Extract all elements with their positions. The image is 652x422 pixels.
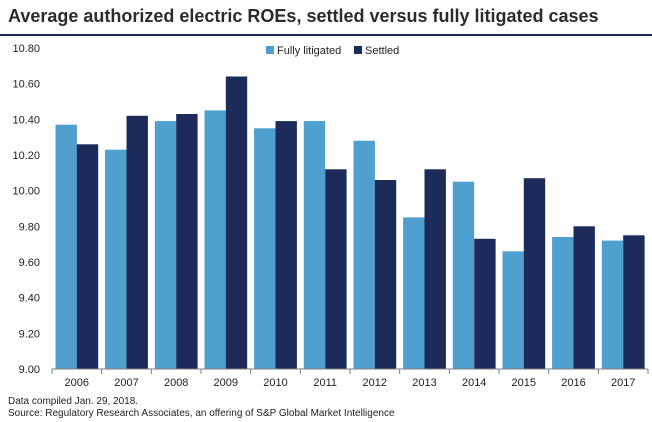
y-tick-label: 10.80	[12, 43, 40, 55]
bar-settled-2008	[176, 114, 198, 369]
y-tick-label: 9.00	[19, 364, 40, 376]
bar-fully-litigated-2014	[452, 181, 475, 369]
bar-settled-2010	[275, 121, 297, 369]
data-compiled-note: Data compiled Jan. 29, 2018.	[8, 396, 139, 407]
x-tick-label: 2015	[512, 377, 536, 389]
y-tick-label: 10.20	[12, 150, 40, 162]
y-tick-label: 10.00	[12, 186, 40, 198]
bar-settled-2011	[325, 169, 347, 369]
x-tick-label: 2013	[412, 377, 436, 389]
y-axis: 9.00 9.20 9.40 9.60 9.80 10.00 10.20 10.40 10.60…	[12, 43, 40, 376]
bar-settled-2013	[424, 169, 446, 369]
x-tick-label: 2016	[561, 377, 585, 389]
x-tick-label: 2008	[164, 377, 188, 389]
chart-title: Average authorized electric ROEs, settle…	[8, 6, 599, 26]
legend-swatch-fully-litigated	[266, 46, 274, 54]
x-tick-label: 2010	[263, 377, 287, 389]
y-tick-label: 10.60	[12, 79, 40, 91]
bar-fully-litigated-2017	[601, 240, 624, 369]
y-tick-label: 10.40	[12, 114, 40, 126]
bar-fully-litigated-2010	[254, 128, 276, 369]
bar-fully-litigated-2006	[55, 124, 77, 369]
x-tick-label: 2012	[363, 377, 387, 389]
y-tick-label: 9.20	[19, 328, 40, 340]
x-tick-label: 2006	[65, 377, 89, 389]
x-tick-label: 2007	[114, 377, 138, 389]
x-tick-label: 2017	[611, 377, 635, 389]
bar-fully-litigated-2007	[105, 149, 127, 369]
bar-settled-2012	[374, 180, 397, 369]
bar-fully-litigated-2013	[403, 217, 425, 369]
y-tick-label: 9.40	[19, 293, 40, 305]
x-axis: 2006 2007 2008 2009 2010 2011 2012 2013 2014 2015…	[51, 369, 649, 389]
y-tick-label: 9.60	[19, 257, 40, 269]
bar-settled-2009	[225, 76, 248, 369]
bar-settled-2014	[474, 238, 496, 369]
bar-fully-litigated-2008	[154, 121, 177, 369]
bar-fully-litigated-2016	[552, 237, 574, 369]
title-divider	[0, 34, 652, 36]
x-tick-label: 2011	[313, 377, 337, 389]
legend: Fully litigated Settled	[266, 45, 399, 57]
bar-settled-2015	[523, 178, 546, 369]
legend-label-fully-litigated: Fully litigated	[277, 45, 341, 57]
bar-fully-litigated-2015	[502, 251, 524, 369]
x-tick-label: 2014	[462, 377, 486, 389]
x-tick-label: 2009	[214, 377, 238, 389]
bar-settled-2007	[126, 115, 148, 369]
legend-label-settled: Settled	[365, 45, 399, 57]
bar-fully-litigated-2012	[353, 140, 375, 369]
bar-settled-2017	[623, 235, 645, 369]
source-note: Source: Regulatory Research Associates, …	[8, 408, 395, 419]
bars	[55, 76, 645, 370]
bar-fully-litigated-2009	[204, 110, 226, 370]
y-tick-label: 9.80	[19, 221, 40, 233]
legend-swatch-settled	[354, 46, 362, 54]
bar-fully-litigated-2011	[303, 121, 326, 369]
bar-settled-2006	[76, 144, 99, 369]
bar-settled-2016	[573, 226, 595, 369]
